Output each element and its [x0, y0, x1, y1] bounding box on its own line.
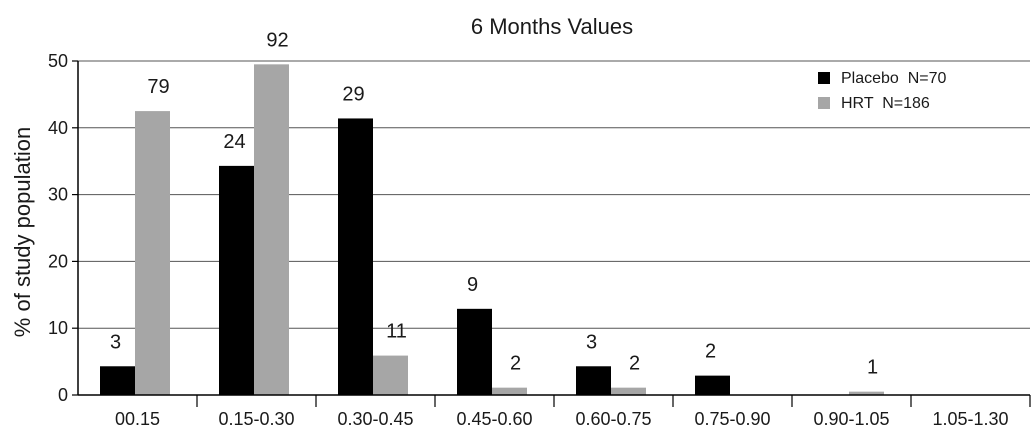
y-tick-label: 0 — [58, 385, 68, 405]
bars — [100, 64, 884, 395]
x-tick-label: 1.05-1.30 — [932, 409, 1008, 429]
legend-swatch — [818, 97, 830, 109]
x-tick-label: 0.45-0.60 — [456, 409, 532, 429]
y-axis-ticks: 0 10 20 30 40 50 — [48, 51, 78, 405]
x-tick-label: 00.15 — [115, 409, 160, 429]
data-label: 2 — [705, 341, 716, 363]
data-label: 1 — [867, 357, 878, 379]
chart-title: 6 Months Values — [471, 14, 633, 39]
bar-hrt — [373, 355, 408, 395]
data-label: 3 — [586, 331, 597, 353]
x-tick-label: 0.90-1.05 — [813, 409, 889, 429]
data-label: 92 — [266, 29, 288, 51]
x-tick-label: 0.60-0.75 — [575, 409, 651, 429]
legend-label: HRT N=186 — [841, 95, 930, 112]
y-tick-label: 40 — [48, 118, 68, 138]
data-label: 79 — [147, 76, 169, 98]
data-label: 2 — [629, 353, 640, 375]
legend: Placebo N=70 HRT N=186 — [818, 70, 947, 112]
bar-placebo — [695, 375, 730, 395]
bar-placebo — [219, 165, 254, 395]
data-label: 24 — [223, 131, 245, 153]
y-tick-label: 20 — [48, 251, 68, 271]
x-tick-label: 0.75-0.90 — [694, 409, 770, 429]
bar-placebo — [576, 366, 611, 395]
legend-swatch — [818, 72, 830, 84]
x-axis: 00.15 0.15-0.30 0.30-0.45 0.45-0.60 0.60-0.7… — [77, 61, 1031, 429]
x-tick-label: 0.30-0.45 — [337, 409, 413, 429]
x-tick-label: 0.15-0.30 — [218, 409, 294, 429]
bar-hrt — [492, 387, 527, 395]
legend-label: Placebo N=70 — [841, 70, 947, 87]
data-label: 3 — [110, 331, 121, 353]
y-tick-label: 30 — [48, 185, 68, 205]
data-label: 9 — [467, 274, 478, 296]
bar-hrt — [254, 64, 289, 395]
bar-hrt — [611, 387, 646, 395]
data-label: 11 — [386, 321, 407, 343]
y-tick-label: 50 — [48, 51, 68, 71]
bar-placebo — [457, 308, 492, 395]
bar-placebo — [338, 118, 373, 395]
bar-hrt — [135, 111, 170, 395]
y-axis-label: % of study population — [10, 127, 35, 337]
data-label: 29 — [342, 83, 364, 105]
data-label: 2 — [510, 353, 521, 375]
bar-hrt — [849, 391, 884, 395]
bar-placebo — [100, 366, 135, 395]
y-tick-label: 10 — [48, 318, 68, 338]
